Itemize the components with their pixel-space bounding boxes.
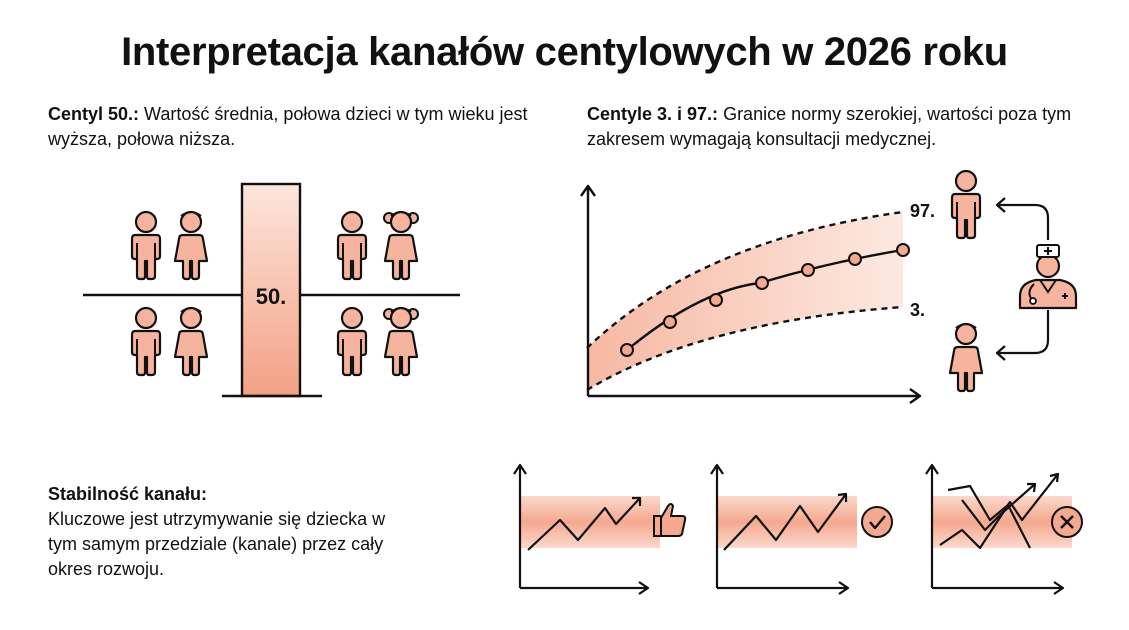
- stability-description: Stabilność kanału: Kluczowe jest utrzymyw…: [48, 482, 408, 582]
- median-description: Centyl 50.: Wartość średnia, połowa dzie…: [48, 102, 548, 152]
- check-circle-icon: [861, 506, 893, 538]
- girl-icon: [384, 308, 418, 375]
- girl-icon: [948, 322, 984, 393]
- normal-range-band: [587, 212, 903, 390]
- mini-chart-stable: [513, 463, 687, 595]
- median-text: Wartość średnia, połowa dzieci w tym wie…: [48, 104, 528, 149]
- child-icon: [336, 210, 368, 281]
- range-description: Centyle 3. i 97.: Granice normy szerokie…: [587, 102, 1107, 152]
- mini-chart-band: [520, 496, 660, 548]
- lower-percentile-curve: [586, 305, 904, 392]
- percentile-chart: 97. 3.: [580, 169, 1078, 404]
- data-point: [896, 243, 910, 257]
- data-point: [663, 315, 677, 329]
- stability-text: Kluczowe jest utrzymywanie się dziecka w…: [48, 509, 386, 579]
- data-point: [801, 263, 815, 277]
- mini-chart-within-channel: [710, 463, 893, 595]
- y-axis: [580, 184, 596, 396]
- doctor-icon: [1018, 244, 1078, 310]
- median-illustration: 50.: [83, 182, 460, 398]
- thumbs-up-icon: [653, 503, 687, 537]
- girl-icon: [384, 212, 418, 279]
- arrow-to-upper: [995, 197, 1050, 240]
- arrow-to-lower: [995, 310, 1050, 361]
- mini-chart-crossing: [925, 463, 1083, 595]
- stability-heading: Stabilność kanału:: [48, 484, 208, 504]
- x-axis: [588, 388, 922, 404]
- median-heading: Centyl 50.:: [48, 104, 140, 124]
- range-heading: Centyle 3. i 97.:: [587, 104, 719, 124]
- data-point: [709, 293, 723, 307]
- child-icon: [130, 306, 162, 377]
- girl-icon: [173, 306, 209, 377]
- child-icon: [950, 169, 982, 240]
- range-text: Granice normy szerokiej, wartości poza t…: [587, 104, 1072, 149]
- page-title: Interpretacja kanałów centylowych w 2026…: [121, 30, 1008, 74]
- child-icon: [336, 306, 368, 377]
- girl-icon: [173, 210, 209, 281]
- child-icon: [130, 210, 162, 281]
- x-circle-icon: [1051, 506, 1083, 538]
- upper-percentile-label: 97.: [910, 201, 935, 221]
- upper-percentile-curve: [586, 210, 904, 349]
- data-point: [620, 343, 634, 357]
- data-point: [755, 276, 769, 290]
- data-point: [848, 252, 862, 266]
- mini-chart-band: [932, 496, 1072, 548]
- mini-chart-band: [717, 496, 857, 548]
- lower-percentile-label: 3.: [910, 300, 925, 320]
- median-bar-label: 50.: [256, 284, 287, 309]
